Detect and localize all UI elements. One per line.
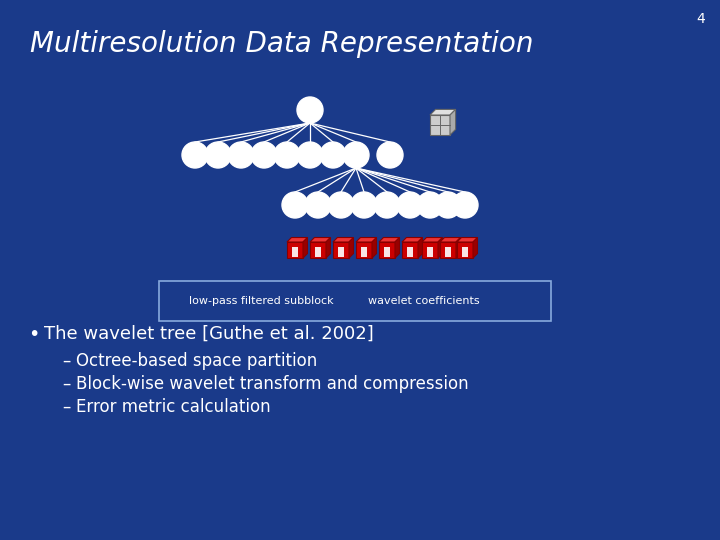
Polygon shape: [430, 115, 450, 135]
Circle shape: [251, 142, 277, 168]
Circle shape: [452, 192, 478, 218]
Polygon shape: [310, 238, 330, 242]
Polygon shape: [457, 242, 473, 258]
Text: Octree-based space partition: Octree-based space partition: [76, 352, 318, 370]
Circle shape: [435, 192, 461, 218]
Polygon shape: [338, 247, 344, 257]
Polygon shape: [402, 238, 423, 242]
Text: –: –: [62, 398, 71, 416]
Circle shape: [182, 142, 208, 168]
Polygon shape: [379, 238, 400, 242]
Circle shape: [274, 142, 300, 168]
Circle shape: [320, 142, 346, 168]
Polygon shape: [462, 247, 468, 257]
Polygon shape: [440, 238, 461, 242]
Polygon shape: [181, 293, 184, 307]
Text: 4: 4: [696, 12, 705, 26]
Polygon shape: [361, 293, 364, 307]
Polygon shape: [356, 242, 372, 258]
Polygon shape: [333, 238, 354, 242]
Polygon shape: [450, 110, 456, 135]
Text: wavelet coefficients: wavelet coefficients: [368, 296, 480, 306]
Polygon shape: [438, 238, 443, 258]
Circle shape: [305, 192, 331, 218]
Polygon shape: [349, 293, 364, 295]
Polygon shape: [422, 238, 443, 242]
Text: Error metric calculation: Error metric calculation: [76, 398, 271, 416]
Polygon shape: [315, 247, 321, 257]
FancyBboxPatch shape: [159, 281, 551, 321]
Text: Multiresolution Data Representation: Multiresolution Data Representation: [30, 30, 534, 58]
Circle shape: [417, 192, 443, 218]
Circle shape: [397, 192, 423, 218]
Polygon shape: [384, 247, 390, 257]
Polygon shape: [303, 238, 307, 258]
Polygon shape: [333, 242, 349, 258]
Circle shape: [343, 142, 369, 168]
Circle shape: [297, 97, 323, 123]
Polygon shape: [402, 242, 418, 258]
Polygon shape: [445, 247, 451, 257]
Polygon shape: [430, 110, 456, 115]
Circle shape: [374, 192, 400, 218]
Circle shape: [205, 142, 231, 168]
Text: •: •: [28, 325, 40, 344]
Polygon shape: [372, 238, 377, 258]
Circle shape: [297, 142, 323, 168]
Text: The wavelet tree [Guthe et al. 2002]: The wavelet tree [Guthe et al. 2002]: [44, 325, 374, 343]
Polygon shape: [353, 299, 357, 306]
Circle shape: [328, 192, 354, 218]
Polygon shape: [361, 247, 367, 257]
Polygon shape: [440, 242, 456, 258]
Polygon shape: [349, 238, 354, 258]
Polygon shape: [171, 293, 184, 295]
Polygon shape: [349, 295, 361, 307]
Text: low-pass filtered subblock: low-pass filtered subblock: [189, 296, 333, 306]
Polygon shape: [287, 242, 303, 258]
Polygon shape: [356, 238, 377, 242]
Polygon shape: [407, 247, 413, 257]
Polygon shape: [418, 238, 423, 258]
Circle shape: [282, 192, 308, 218]
Polygon shape: [171, 295, 181, 307]
Polygon shape: [287, 238, 307, 242]
Polygon shape: [457, 238, 477, 242]
Text: –: –: [62, 375, 71, 393]
Circle shape: [351, 192, 377, 218]
Polygon shape: [310, 242, 326, 258]
Polygon shape: [456, 238, 461, 258]
Polygon shape: [292, 247, 298, 257]
Text: –: –: [62, 352, 71, 370]
Circle shape: [228, 142, 254, 168]
Polygon shape: [427, 247, 433, 257]
Text: Block-wise wavelet transform and compression: Block-wise wavelet transform and compres…: [76, 375, 469, 393]
Polygon shape: [422, 242, 438, 258]
Polygon shape: [379, 242, 395, 258]
Polygon shape: [473, 238, 477, 258]
Circle shape: [377, 142, 403, 168]
Polygon shape: [326, 238, 330, 258]
Polygon shape: [395, 238, 400, 258]
